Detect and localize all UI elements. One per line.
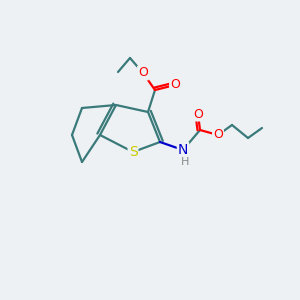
Text: N: N [178, 143, 188, 157]
Text: S: S [129, 145, 137, 159]
Text: O: O [170, 79, 180, 92]
Text: H: H [181, 157, 189, 167]
Text: O: O [138, 67, 148, 80]
Text: O: O [193, 107, 203, 121]
Text: O: O [213, 128, 223, 142]
